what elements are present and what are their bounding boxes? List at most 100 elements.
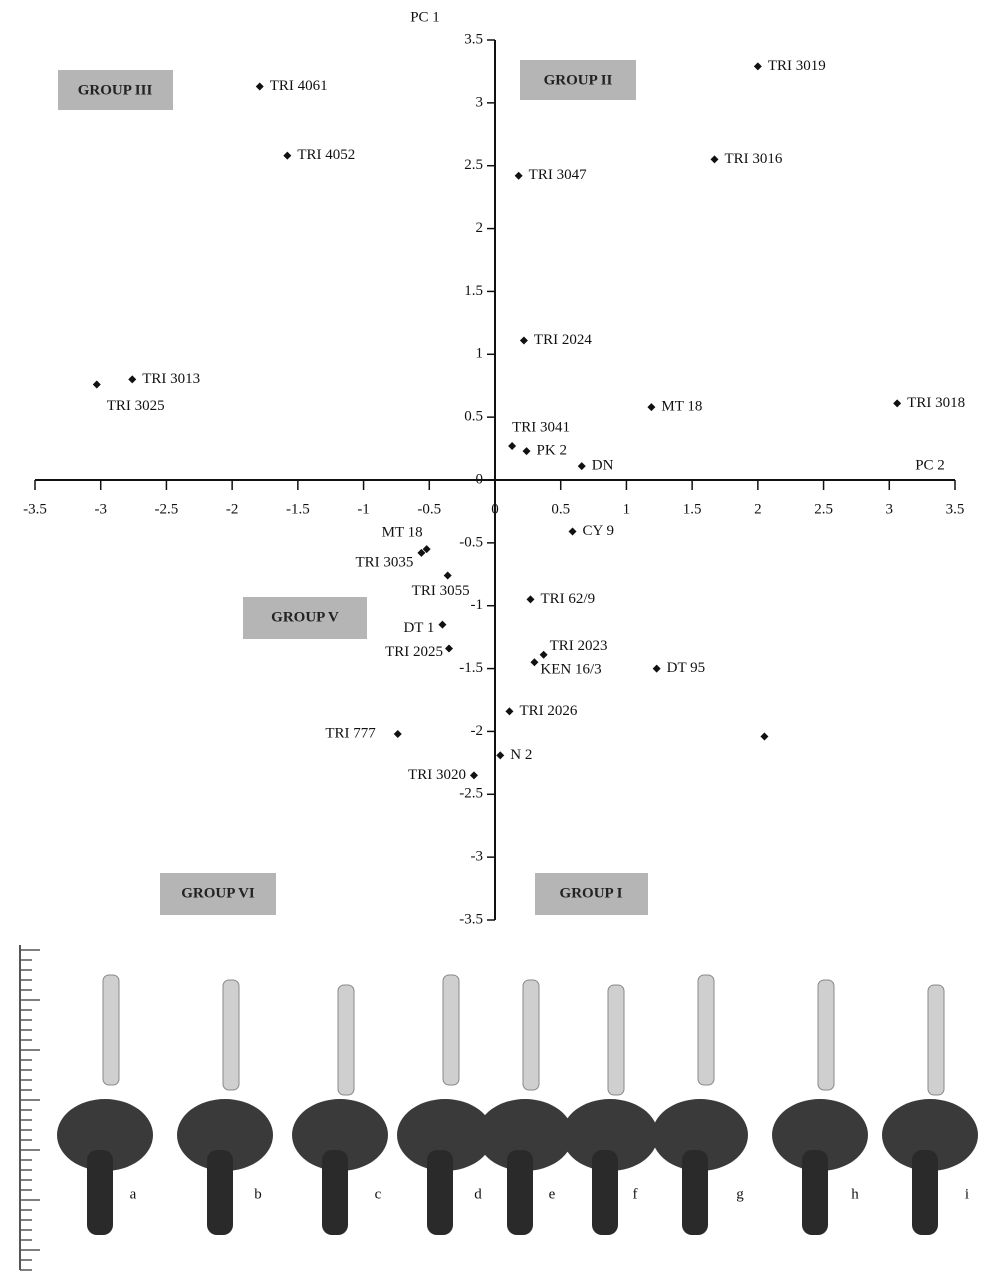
stigma bbox=[817, 979, 835, 1091]
point-label: TRI 3041 bbox=[512, 419, 570, 435]
panel-label: c bbox=[375, 1186, 382, 1202]
flower-base bbox=[562, 1099, 658, 1171]
flower-base bbox=[177, 1099, 273, 1171]
x-tick-label: 1.5 bbox=[683, 501, 702, 517]
flower-stalk bbox=[912, 1150, 938, 1235]
point-label: TRI 3055 bbox=[412, 583, 470, 599]
flower-stalk bbox=[802, 1150, 828, 1235]
point-label: CY 9 bbox=[583, 523, 615, 539]
point-label: TRI 2026 bbox=[519, 703, 577, 719]
y-tick-label: 1 bbox=[476, 346, 484, 362]
point bbox=[893, 399, 902, 408]
x-tick-label: 1 bbox=[623, 501, 631, 517]
flower-stalk bbox=[427, 1150, 453, 1235]
flower-base bbox=[882, 1099, 978, 1171]
point-label: TRI 4052 bbox=[297, 147, 355, 163]
x-tick-label: -0.5 bbox=[417, 501, 441, 517]
panel-label: i bbox=[965, 1186, 969, 1202]
point bbox=[422, 545, 431, 554]
point bbox=[505, 707, 514, 716]
panel-label: e bbox=[549, 1186, 556, 1202]
point bbox=[760, 732, 769, 741]
point-label: MT 18 bbox=[661, 399, 702, 415]
group-label: GROUP III bbox=[78, 82, 153, 98]
point bbox=[417, 548, 426, 557]
point bbox=[577, 462, 586, 471]
x-tick-label: -2.5 bbox=[155, 501, 179, 517]
y-tick-label: -3 bbox=[471, 849, 484, 865]
flower-base bbox=[292, 1099, 388, 1171]
x-axis-label: PC 2 bbox=[915, 457, 945, 473]
group-box bbox=[535, 873, 648, 915]
y-tick-label: -0.5 bbox=[459, 534, 483, 550]
x-tick-label: -1.5 bbox=[286, 501, 310, 517]
stigma bbox=[607, 984, 625, 1096]
panel-label: h bbox=[851, 1186, 859, 1202]
group-box bbox=[243, 597, 367, 639]
stigma bbox=[102, 974, 120, 1086]
point bbox=[393, 729, 402, 738]
point-label: TRI 2025 bbox=[385, 644, 443, 660]
point-label: MT 18 bbox=[382, 525, 423, 541]
x-tick-label: -3.5 bbox=[23, 501, 47, 517]
group-label: GROUP V bbox=[271, 609, 339, 625]
x-tick-label: 3 bbox=[886, 501, 894, 517]
flower-stalk bbox=[592, 1150, 618, 1235]
point-label: TRI 777 bbox=[325, 725, 376, 741]
x-tick-label: -3 bbox=[94, 501, 107, 517]
point-label: TRI 2023 bbox=[550, 638, 608, 654]
flower-stalk bbox=[87, 1150, 113, 1235]
point bbox=[443, 571, 452, 580]
point bbox=[469, 771, 478, 780]
group-box bbox=[520, 60, 636, 100]
y-tick-label: 3 bbox=[476, 94, 484, 110]
point bbox=[539, 650, 548, 659]
point-label: TRI 3016 bbox=[724, 151, 782, 167]
x-tick-label: -1 bbox=[357, 501, 370, 517]
y-tick-label: -3.5 bbox=[459, 911, 483, 927]
point bbox=[530, 658, 539, 667]
point-label: TRI 3025 bbox=[107, 398, 165, 414]
point bbox=[92, 380, 101, 389]
point bbox=[522, 447, 531, 456]
y-tick-label: 0.5 bbox=[464, 409, 483, 425]
y-tick-label: -2.5 bbox=[459, 786, 483, 802]
point bbox=[255, 82, 264, 91]
point bbox=[438, 620, 447, 629]
y-tick-label: -2 bbox=[471, 723, 484, 739]
stigma bbox=[222, 979, 240, 1091]
group-label: GROUP I bbox=[560, 885, 623, 901]
photo-panel: a b c d e f g h i bbox=[19, 945, 978, 1271]
x-tick-label: -2 bbox=[226, 501, 239, 517]
y-tick-label: 2 bbox=[476, 220, 484, 236]
x-tick-label: 0 bbox=[491, 501, 499, 517]
group-label: GROUP VI bbox=[181, 885, 255, 901]
group-box bbox=[160, 873, 276, 915]
panel-label: a bbox=[130, 1186, 137, 1202]
stigma bbox=[927, 984, 945, 1096]
point-label: DT 1 bbox=[403, 620, 434, 636]
point-label: N 2 bbox=[510, 747, 532, 763]
point bbox=[652, 664, 661, 673]
x-tick-label: 2.5 bbox=[814, 501, 833, 517]
point-label: TRI 2024 bbox=[534, 332, 592, 348]
point bbox=[283, 151, 292, 160]
point-label: PK 2 bbox=[537, 443, 567, 459]
x-tick-label: 2 bbox=[754, 501, 762, 517]
panel-label: f bbox=[633, 1186, 638, 1202]
point-label: TRI 62/9 bbox=[540, 591, 595, 607]
point-label: TRI 3019 bbox=[768, 58, 826, 74]
point-label: TRI 3020 bbox=[408, 767, 466, 783]
point-label: TRI 3035 bbox=[355, 554, 413, 570]
y-tick-label: 3.5 bbox=[464, 31, 483, 47]
point-label: DN bbox=[592, 458, 614, 474]
stigma bbox=[442, 974, 460, 1086]
flower-stalk bbox=[322, 1150, 348, 1235]
x-tick-label: 3.5 bbox=[946, 501, 965, 517]
stigma bbox=[337, 984, 355, 1096]
point bbox=[710, 155, 719, 164]
point bbox=[526, 595, 535, 604]
point-label: KEN 16/3 bbox=[540, 662, 601, 678]
point bbox=[514, 171, 523, 180]
